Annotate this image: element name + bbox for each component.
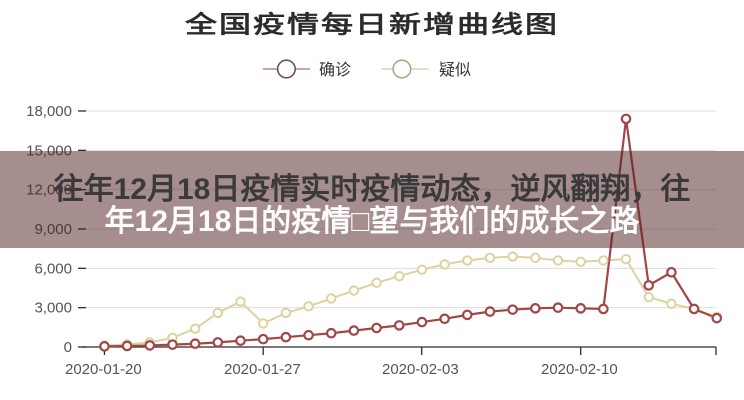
- svg-text:2020-02-10: 2020-02-10: [541, 361, 618, 378]
- svg-text:0: 0: [64, 339, 72, 356]
- svg-text:2020-01-27: 2020-01-27: [224, 361, 301, 378]
- svg-text:2020-02-03: 2020-02-03: [382, 361, 459, 378]
- svg-text:3,000: 3,000: [34, 300, 72, 317]
- svg-text:18,000: 18,000: [26, 103, 72, 120]
- svg-text:2020-01-20: 2020-01-20: [65, 361, 142, 378]
- svg-text:6,000: 6,000: [34, 260, 72, 277]
